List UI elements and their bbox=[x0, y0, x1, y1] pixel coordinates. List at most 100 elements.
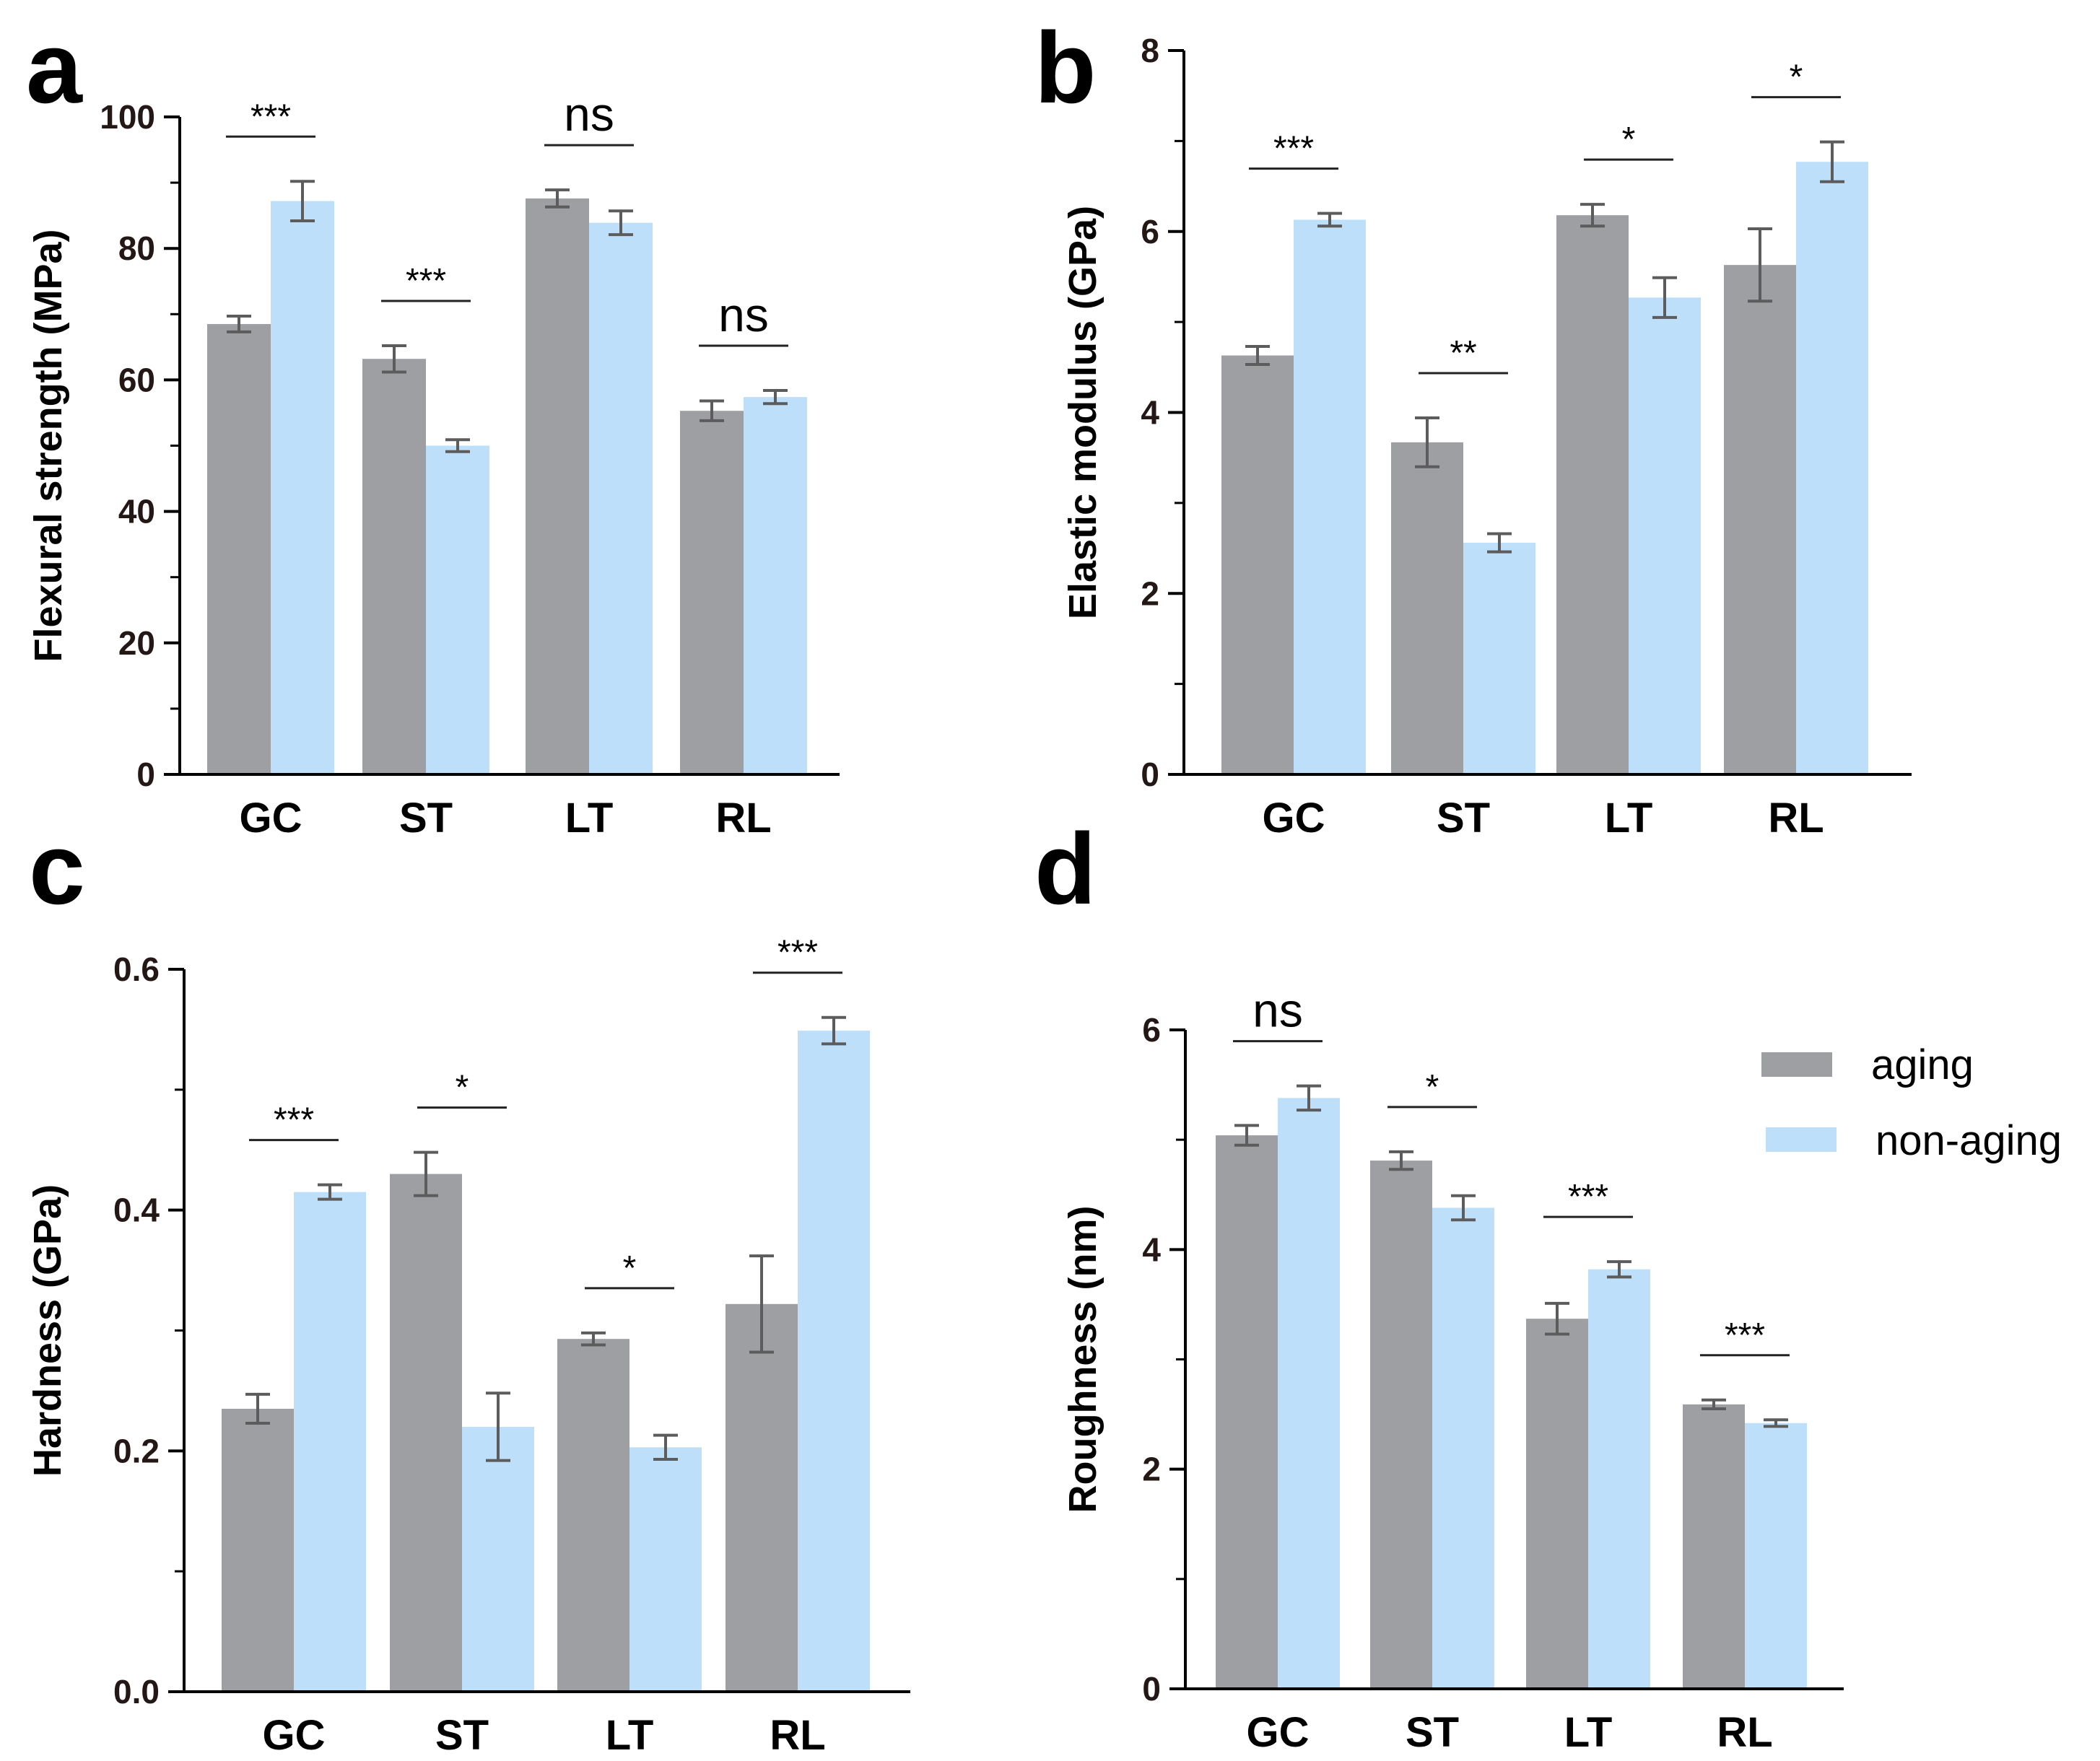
bar-aging-GC bbox=[1221, 355, 1294, 774]
bar-non-aging-ST bbox=[1463, 543, 1535, 774]
significance-label-ST: * bbox=[1426, 1068, 1439, 1106]
bar-non-aging-LT bbox=[1629, 297, 1701, 774]
y-tick-label: 6 bbox=[1142, 1011, 1161, 1049]
x-tick-label-RL: RL bbox=[770, 1712, 825, 1759]
error-bar-aging-LT bbox=[581, 1331, 606, 1347]
y-axis-label: Elastic modulus (GPa) bbox=[1061, 206, 1105, 619]
error-bar-aging-LT bbox=[1580, 203, 1605, 228]
x-tick-label-LT: LT bbox=[606, 1712, 654, 1759]
bar-non-aging-ST bbox=[426, 445, 489, 774]
significance-label-ST: *** bbox=[406, 262, 446, 300]
significance-label-ST: ** bbox=[1450, 334, 1476, 372]
x-tick-label-LT: LT bbox=[1564, 1709, 1613, 1756]
significance-label-GC: ns bbox=[1252, 984, 1303, 1037]
flexural-strength-chart: Flexural strength (MPa) *** GC *** ST ns LT ns R… bbox=[27, 87, 840, 842]
bar-non-aging-LT bbox=[1588, 1269, 1650, 1689]
bar-non-aging-LT bbox=[629, 1447, 702, 1692]
error-bar-aging-GC bbox=[1245, 344, 1270, 367]
x-tick-label-RL: RL bbox=[1717, 1709, 1772, 1756]
x-tick-label-GC: GC bbox=[240, 795, 302, 842]
x-tick-label-ST: ST bbox=[399, 795, 453, 842]
panel-letter-b: b bbox=[1034, 11, 1097, 124]
y-tick-label: 80 bbox=[118, 230, 155, 267]
bar-non-aging-LT bbox=[589, 222, 653, 774]
significance-label-RL: ns bbox=[718, 288, 769, 341]
x-tick-label-ST: ST bbox=[435, 1712, 489, 1759]
bar-aging-LT bbox=[1556, 215, 1629, 774]
y-axis-label: Flexural strength (MPa) bbox=[27, 229, 70, 662]
y-tick-label: 0 bbox=[1141, 756, 1159, 793]
bar-aging-ST bbox=[1370, 1161, 1432, 1689]
error-bar-aging-LT bbox=[1545, 1301, 1569, 1336]
y-tick-label: 20 bbox=[118, 624, 155, 662]
error-bar-non-aging-LT bbox=[1652, 276, 1677, 319]
y-tick-label: 6 bbox=[1141, 213, 1159, 250]
bar-aging-LT bbox=[557, 1339, 629, 1692]
y-tick-label: 40 bbox=[118, 493, 155, 530]
y-tick-label: 0.4 bbox=[113, 1192, 160, 1229]
legend-label-non-aging: non-aging bbox=[1875, 1117, 2062, 1164]
bar-non-aging-ST bbox=[1432, 1207, 1494, 1689]
error-bar-non-aging-ST bbox=[486, 1391, 510, 1462]
bar-aging-GC bbox=[207, 323, 271, 775]
bar-non-aging-RL bbox=[1745, 1423, 1807, 1689]
x-tick-label-ST: ST bbox=[1437, 795, 1490, 842]
bar-aging-ST bbox=[390, 1174, 462, 1692]
error-bar-aging-ST bbox=[414, 1150, 438, 1197]
bar-non-aging-RL bbox=[744, 397, 807, 774]
panel-c: c Hardness (GPa) *** GC * ST * LT *** RL 0.0 0.2 0.… bbox=[26, 812, 910, 1759]
x-tick-label-ST: ST bbox=[1406, 1709, 1459, 1756]
panel-letter-d: d bbox=[1034, 812, 1097, 925]
error-bar-non-aging-ST bbox=[1451, 1194, 1476, 1222]
x-tick-label-RL: RL bbox=[1768, 795, 1824, 842]
error-bar-aging-GC bbox=[245, 1392, 270, 1425]
bar-non-aging-GC bbox=[1294, 219, 1366, 774]
bar-aging-GC bbox=[1216, 1135, 1278, 1689]
x-tick-label-RL: RL bbox=[715, 795, 771, 842]
bar-aging-LT bbox=[1526, 1319, 1588, 1689]
bar-aging-ST bbox=[362, 359, 426, 774]
panel-d: d Roughness (nm) ns GC * ST *** LT *** RL 0 2 4 6 bbox=[1034, 812, 1844, 1756]
error-bar-non-aging-RL bbox=[1764, 1418, 1788, 1428]
bar-non-aging-GC bbox=[294, 1192, 366, 1692]
bar-aging-RL bbox=[1683, 1404, 1745, 1689]
bar-aging-RL bbox=[726, 1303, 798, 1692]
bar-aging-ST bbox=[1391, 442, 1463, 774]
error-bar-non-aging-GC bbox=[318, 1183, 342, 1201]
bar-non-aging-GC bbox=[1278, 1098, 1340, 1689]
elastic-modulus-chart: Elastic modulus (GPa) *** GC ** ST * LT * RL 0 2 4 6… bbox=[1061, 32, 1912, 842]
y-tick-label: 8 bbox=[1141, 32, 1159, 69]
hardness-chart: Hardness (GPa) *** GC * ST * LT *** RL 0.0 0.2 0.4 0… bbox=[26, 934, 910, 1759]
bar-non-aging-ST bbox=[462, 1426, 534, 1692]
error-bar-non-aging-RL bbox=[763, 388, 788, 406]
y-axis-label: Hardness (GPa) bbox=[26, 1184, 69, 1477]
y-tick-label: 4 bbox=[1141, 394, 1159, 432]
error-bar-non-aging-LT bbox=[609, 209, 633, 237]
y-tick-label: 0.6 bbox=[113, 951, 160, 988]
panel-a: a Flexural strength (MPa) *** GC *** ST ns LT n… bbox=[26, 11, 840, 842]
x-tick-label-LT: LT bbox=[565, 795, 614, 842]
y-tick-label: 2 bbox=[1141, 574, 1159, 612]
error-bar-non-aging-ST bbox=[1487, 532, 1512, 554]
y-axis-label: Roughness (nm) bbox=[1061, 1206, 1105, 1513]
significance-label-RL: *** bbox=[1725, 1316, 1765, 1355]
legend: aging non-aging bbox=[1761, 1041, 2062, 1164]
error-bar-non-aging-GC bbox=[1317, 211, 1342, 228]
error-bar-aging-ST bbox=[1389, 1150, 1413, 1171]
significance-label-GC: *** bbox=[274, 1101, 314, 1140]
error-bar-non-aging-GC bbox=[1297, 1084, 1321, 1112]
error-bar-aging-ST bbox=[382, 344, 406, 374]
error-bar-non-aging-GC bbox=[290, 180, 315, 222]
error-bar-non-aging-RL bbox=[822, 1015, 846, 1046]
x-tick-label-LT: LT bbox=[1605, 795, 1653, 842]
error-bar-non-aging-RL bbox=[1820, 140, 1844, 183]
error-bar-aging-RL bbox=[1748, 227, 1772, 303]
bar-aging-GC bbox=[222, 1408, 294, 1692]
error-bar-aging-GC bbox=[1234, 1124, 1259, 1147]
y-tick-label: 60 bbox=[118, 361, 155, 398]
y-tick-label: 0 bbox=[1142, 1670, 1161, 1708]
error-bar-non-aging-LT bbox=[1607, 1260, 1631, 1279]
legend-swatch-aging bbox=[1761, 1052, 1832, 1077]
significance-label-GC: *** bbox=[1273, 130, 1314, 168]
